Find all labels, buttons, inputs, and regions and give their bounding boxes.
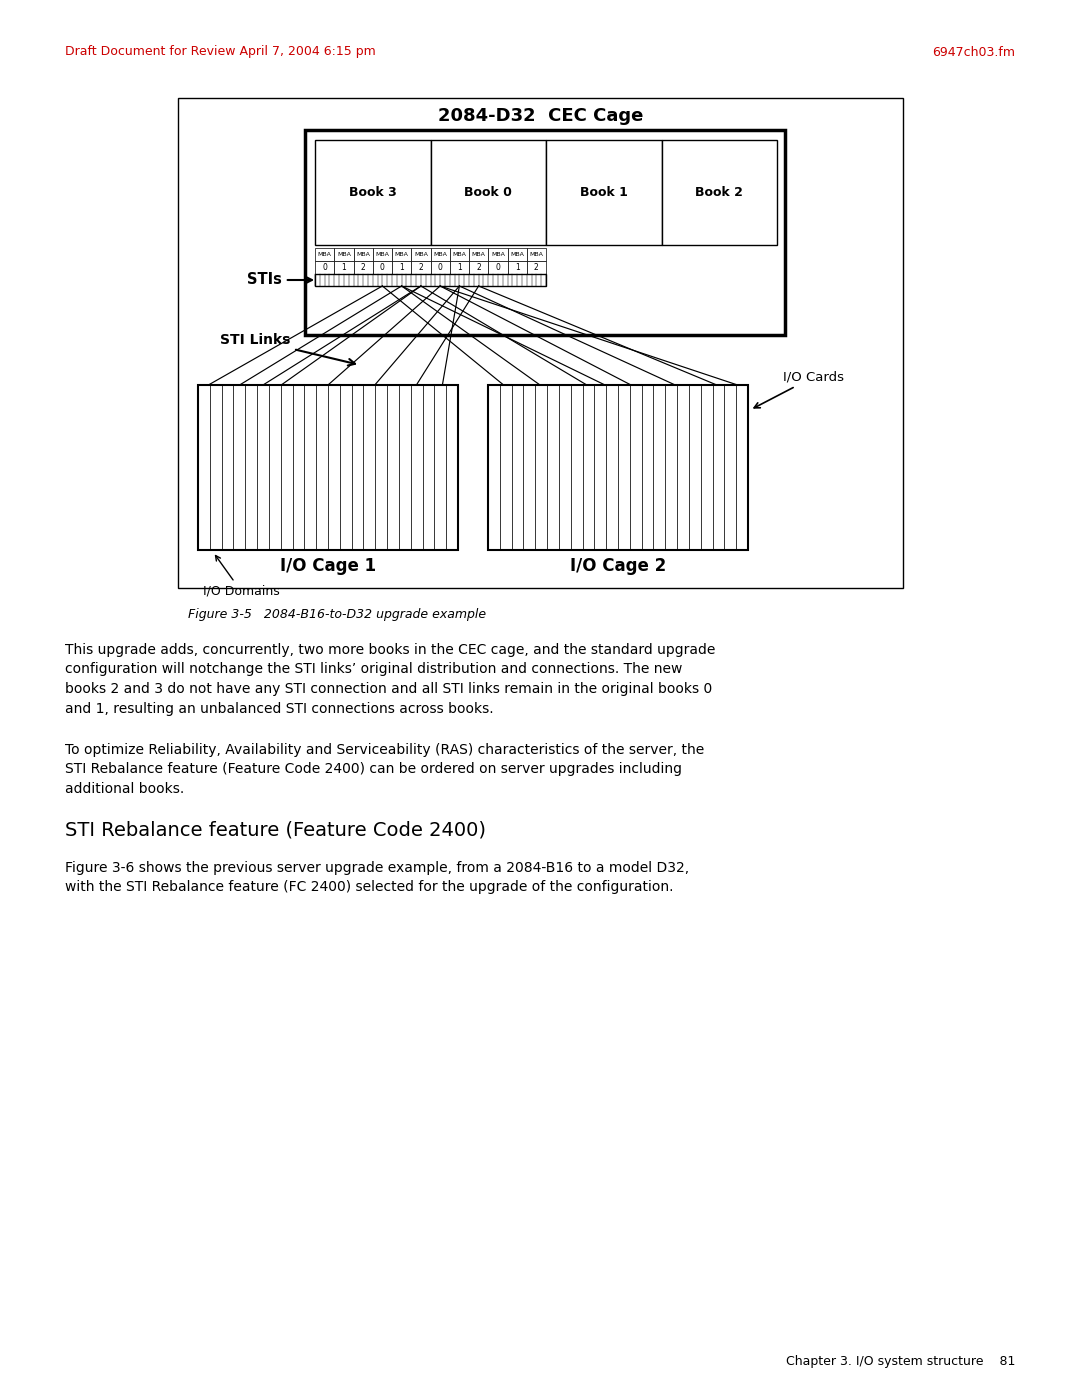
Text: I/O Cards: I/O Cards (754, 370, 843, 408)
Bar (198, 386, 458, 550)
Bar (411, 249, 431, 261)
Bar (411, 261, 431, 274)
Text: 2: 2 (419, 263, 423, 272)
Text: 1: 1 (515, 263, 519, 272)
Bar (392, 261, 411, 274)
Text: 0: 0 (437, 263, 443, 272)
Bar (469, 261, 488, 274)
Bar (449, 249, 469, 261)
Bar (315, 249, 334, 261)
Text: This upgrade adds, concurrently, two more books in the CEC cage, and the standar: This upgrade adds, concurrently, two mor… (65, 643, 715, 715)
Bar (373, 261, 392, 274)
Text: 1: 1 (400, 263, 404, 272)
Bar (353, 249, 373, 261)
Text: MBA: MBA (414, 251, 428, 257)
Text: STI Links: STI Links (220, 332, 355, 366)
Text: MBA: MBA (510, 251, 524, 257)
Text: MBA: MBA (318, 251, 332, 257)
Bar (449, 261, 469, 274)
Bar (315, 261, 334, 274)
Text: Book 3: Book 3 (349, 186, 396, 198)
Bar (178, 98, 903, 588)
Text: 2: 2 (476, 263, 481, 272)
Text: Book 0: Book 0 (464, 186, 512, 198)
Text: I/O Cage 2: I/O Cage 2 (570, 557, 666, 576)
Text: MBA: MBA (394, 251, 408, 257)
Bar (373, 249, 392, 261)
Text: STIs: STIs (247, 272, 312, 288)
Bar (353, 261, 373, 274)
Bar (546, 140, 661, 244)
Bar (431, 261, 449, 274)
Bar (508, 249, 527, 261)
Text: MBA: MBA (529, 251, 543, 257)
Bar (527, 249, 546, 261)
Bar (488, 386, 748, 550)
Text: MBA: MBA (453, 251, 467, 257)
Bar (527, 261, 546, 274)
Text: I/O Domains: I/O Domains (203, 556, 280, 598)
Text: 2: 2 (534, 263, 539, 272)
Text: 1: 1 (457, 263, 462, 272)
Text: MBA: MBA (491, 251, 504, 257)
Text: Chapter 3. I/O system structure    81: Chapter 3. I/O system structure 81 (785, 1355, 1015, 1369)
Bar (488, 249, 508, 261)
Text: 6947ch03.fm: 6947ch03.fm (932, 46, 1015, 59)
Text: MBA: MBA (337, 251, 351, 257)
Text: Figure 3-5   2084-B16-to-D32 upgrade example: Figure 3-5 2084-B16-to-D32 upgrade examp… (188, 608, 486, 622)
Bar (431, 249, 449, 261)
Bar (305, 130, 785, 335)
Text: MBA: MBA (433, 251, 447, 257)
Bar (315, 140, 431, 244)
Bar (469, 249, 488, 261)
Bar (508, 261, 527, 274)
Text: 0: 0 (496, 263, 500, 272)
Text: 1: 1 (341, 263, 347, 272)
Text: 2084-D32  CEC Cage: 2084-D32 CEC Cage (437, 108, 644, 124)
Text: I/O Cage 1: I/O Cage 1 (280, 557, 376, 576)
Bar (661, 140, 777, 244)
Bar (334, 261, 353, 274)
Text: 2: 2 (361, 263, 365, 272)
Text: Draft Document for Review April 7, 2004 6:15 pm: Draft Document for Review April 7, 2004 … (65, 46, 376, 59)
Text: MBA: MBA (356, 251, 370, 257)
Text: MBA: MBA (472, 251, 486, 257)
Text: MBA: MBA (376, 251, 389, 257)
Bar (431, 140, 546, 244)
Bar (392, 249, 411, 261)
Text: 0: 0 (322, 263, 327, 272)
Text: STI Rebalance feature (Feature Code 2400): STI Rebalance feature (Feature Code 2400… (65, 821, 486, 840)
Bar (315, 274, 546, 286)
Text: Book 2: Book 2 (696, 186, 743, 198)
Text: Figure 3-6 shows the previous server upgrade example, from a 2084-B16 to a model: Figure 3-6 shows the previous server upg… (65, 861, 689, 894)
Text: Book 1: Book 1 (580, 186, 627, 198)
Text: 0: 0 (380, 263, 384, 272)
Bar (488, 261, 508, 274)
Bar (334, 249, 353, 261)
Text: To optimize Reliability, Availability and Serviceability (RAS) characteristics o: To optimize Reliability, Availability an… (65, 743, 704, 796)
